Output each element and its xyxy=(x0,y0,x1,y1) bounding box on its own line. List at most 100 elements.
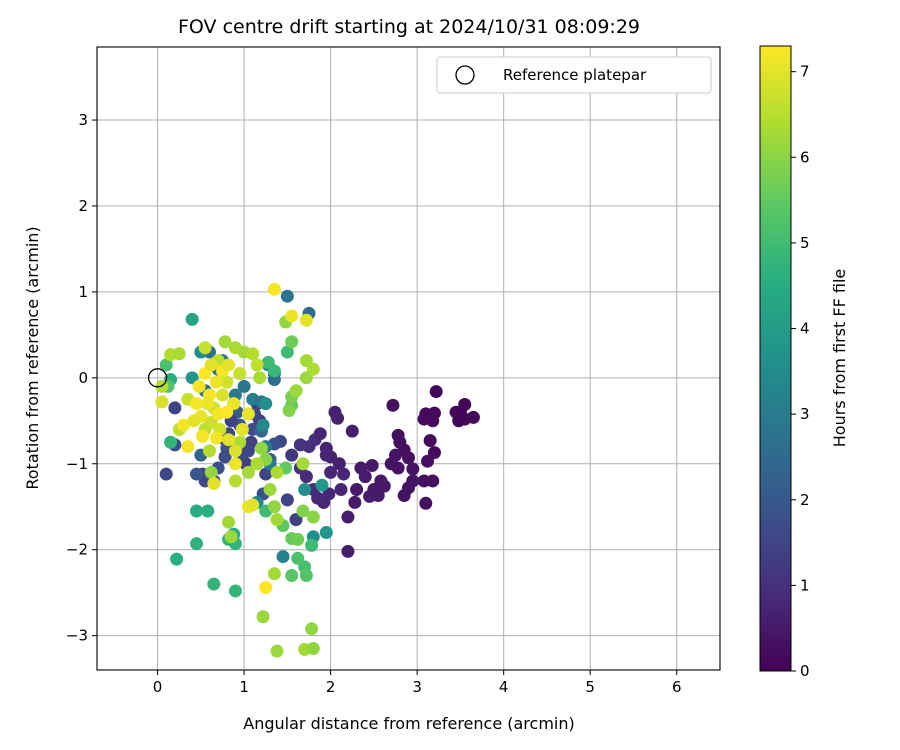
scatter-point xyxy=(267,364,281,378)
colorbar-gradient xyxy=(759,45,792,672)
scatter-point xyxy=(253,371,267,385)
scatter-point xyxy=(298,483,312,497)
scatter-point xyxy=(224,530,238,544)
scatter-point xyxy=(228,444,242,458)
scatter-point xyxy=(280,289,294,303)
scatter-point xyxy=(185,312,199,326)
y-tick-label: 1 xyxy=(78,283,88,301)
y-tick-label: 3 xyxy=(78,111,88,129)
scatter-point xyxy=(190,397,204,411)
scatter-point xyxy=(306,642,320,656)
scatter-point xyxy=(341,510,355,524)
x-tick-label: 2 xyxy=(326,678,336,696)
scatter-point xyxy=(452,414,466,428)
y-tick-label: −3 xyxy=(66,627,88,645)
scatter-point xyxy=(233,367,247,381)
scatter-point xyxy=(363,489,377,503)
scatter-point xyxy=(270,644,284,658)
scatter-point xyxy=(417,412,431,426)
colorbar-tick-label: 4 xyxy=(800,320,810,338)
scatter-point xyxy=(190,467,204,481)
scatter-point xyxy=(285,309,299,323)
reference-platepar-marker xyxy=(147,368,168,388)
scatter-point xyxy=(291,532,305,546)
scatter-point xyxy=(267,282,281,296)
y-tick-label: 0 xyxy=(78,369,88,387)
scatter-point xyxy=(419,496,433,510)
scatter-point xyxy=(337,467,351,481)
scatter-point xyxy=(246,347,260,361)
scatter-point xyxy=(354,461,368,475)
scatter-point xyxy=(259,467,273,481)
scatter-point xyxy=(155,395,169,409)
scatter-point xyxy=(164,435,178,449)
colorbar-tick-label: 2 xyxy=(800,491,810,509)
scatter-point xyxy=(421,454,435,468)
scatter-point xyxy=(285,568,299,582)
scatter-point xyxy=(259,397,273,411)
scatter-point xyxy=(276,550,290,564)
scatter-point xyxy=(228,457,242,471)
plot-frame xyxy=(96,46,721,671)
x-tick-label: 6 xyxy=(672,678,682,696)
scatter-point xyxy=(315,478,329,492)
scatter-point xyxy=(222,433,236,447)
scatter-point xyxy=(270,513,284,527)
legend: Reference platepar xyxy=(436,56,712,94)
scatter-point xyxy=(256,610,270,624)
scatter-point xyxy=(285,448,299,462)
scatter-point xyxy=(209,375,223,389)
scatter-point xyxy=(254,441,268,455)
scatter-point xyxy=(172,347,186,361)
colorbar-tick-label: 6 xyxy=(800,148,810,166)
scatter-point xyxy=(222,515,236,529)
scatter-point xyxy=(291,551,305,565)
scatter-point xyxy=(177,418,191,432)
y-axis-label: Rotation from reference (arcmin) xyxy=(23,226,42,489)
scatter-point xyxy=(267,500,281,514)
scatter-point xyxy=(423,434,437,448)
legend-label: Reference platepar xyxy=(503,66,647,84)
scatter-point xyxy=(220,405,234,419)
scatter-point xyxy=(406,462,420,476)
scatter-point xyxy=(215,388,229,402)
scatter-point xyxy=(299,568,313,582)
x-tick-label: 3 xyxy=(412,678,422,696)
scatter-point xyxy=(306,362,320,376)
scatter-point xyxy=(187,414,201,428)
scatter-point xyxy=(250,358,264,372)
x-tick-label: 4 xyxy=(499,678,509,696)
legend-marker xyxy=(455,65,475,85)
scatter-point xyxy=(293,438,307,452)
scatter-point xyxy=(429,385,443,399)
y-tick-label: 2 xyxy=(78,197,88,215)
scatter-point xyxy=(201,397,215,411)
points-layer xyxy=(147,282,480,658)
scatter-point xyxy=(267,567,281,581)
scatter-point xyxy=(202,444,216,458)
x-tick-label: 0 xyxy=(153,678,163,696)
y-ticks: −3 −2 −1 0 1 2 3 xyxy=(66,111,97,645)
scatter-point xyxy=(341,544,355,558)
scatter-point xyxy=(204,465,218,479)
scatter-point xyxy=(285,335,299,349)
scatter-point xyxy=(259,581,273,595)
scatter-point xyxy=(246,498,260,512)
scatter-point xyxy=(319,526,333,540)
scatter-point xyxy=(386,398,400,412)
grid xyxy=(97,47,720,670)
colorbar-tick-label: 3 xyxy=(800,405,810,423)
scatter-point xyxy=(201,504,215,518)
scatter-point xyxy=(209,431,223,445)
scatter-point xyxy=(331,411,345,425)
scatter-point xyxy=(241,407,255,421)
scatter-point xyxy=(305,622,319,636)
scatter-point xyxy=(391,461,405,475)
scatter-point xyxy=(168,401,182,415)
x-tick-label: 1 xyxy=(239,678,249,696)
scatter-point xyxy=(263,483,277,497)
scatter-point xyxy=(220,375,234,389)
scatter-point xyxy=(207,577,221,591)
scatter-point xyxy=(345,424,359,438)
